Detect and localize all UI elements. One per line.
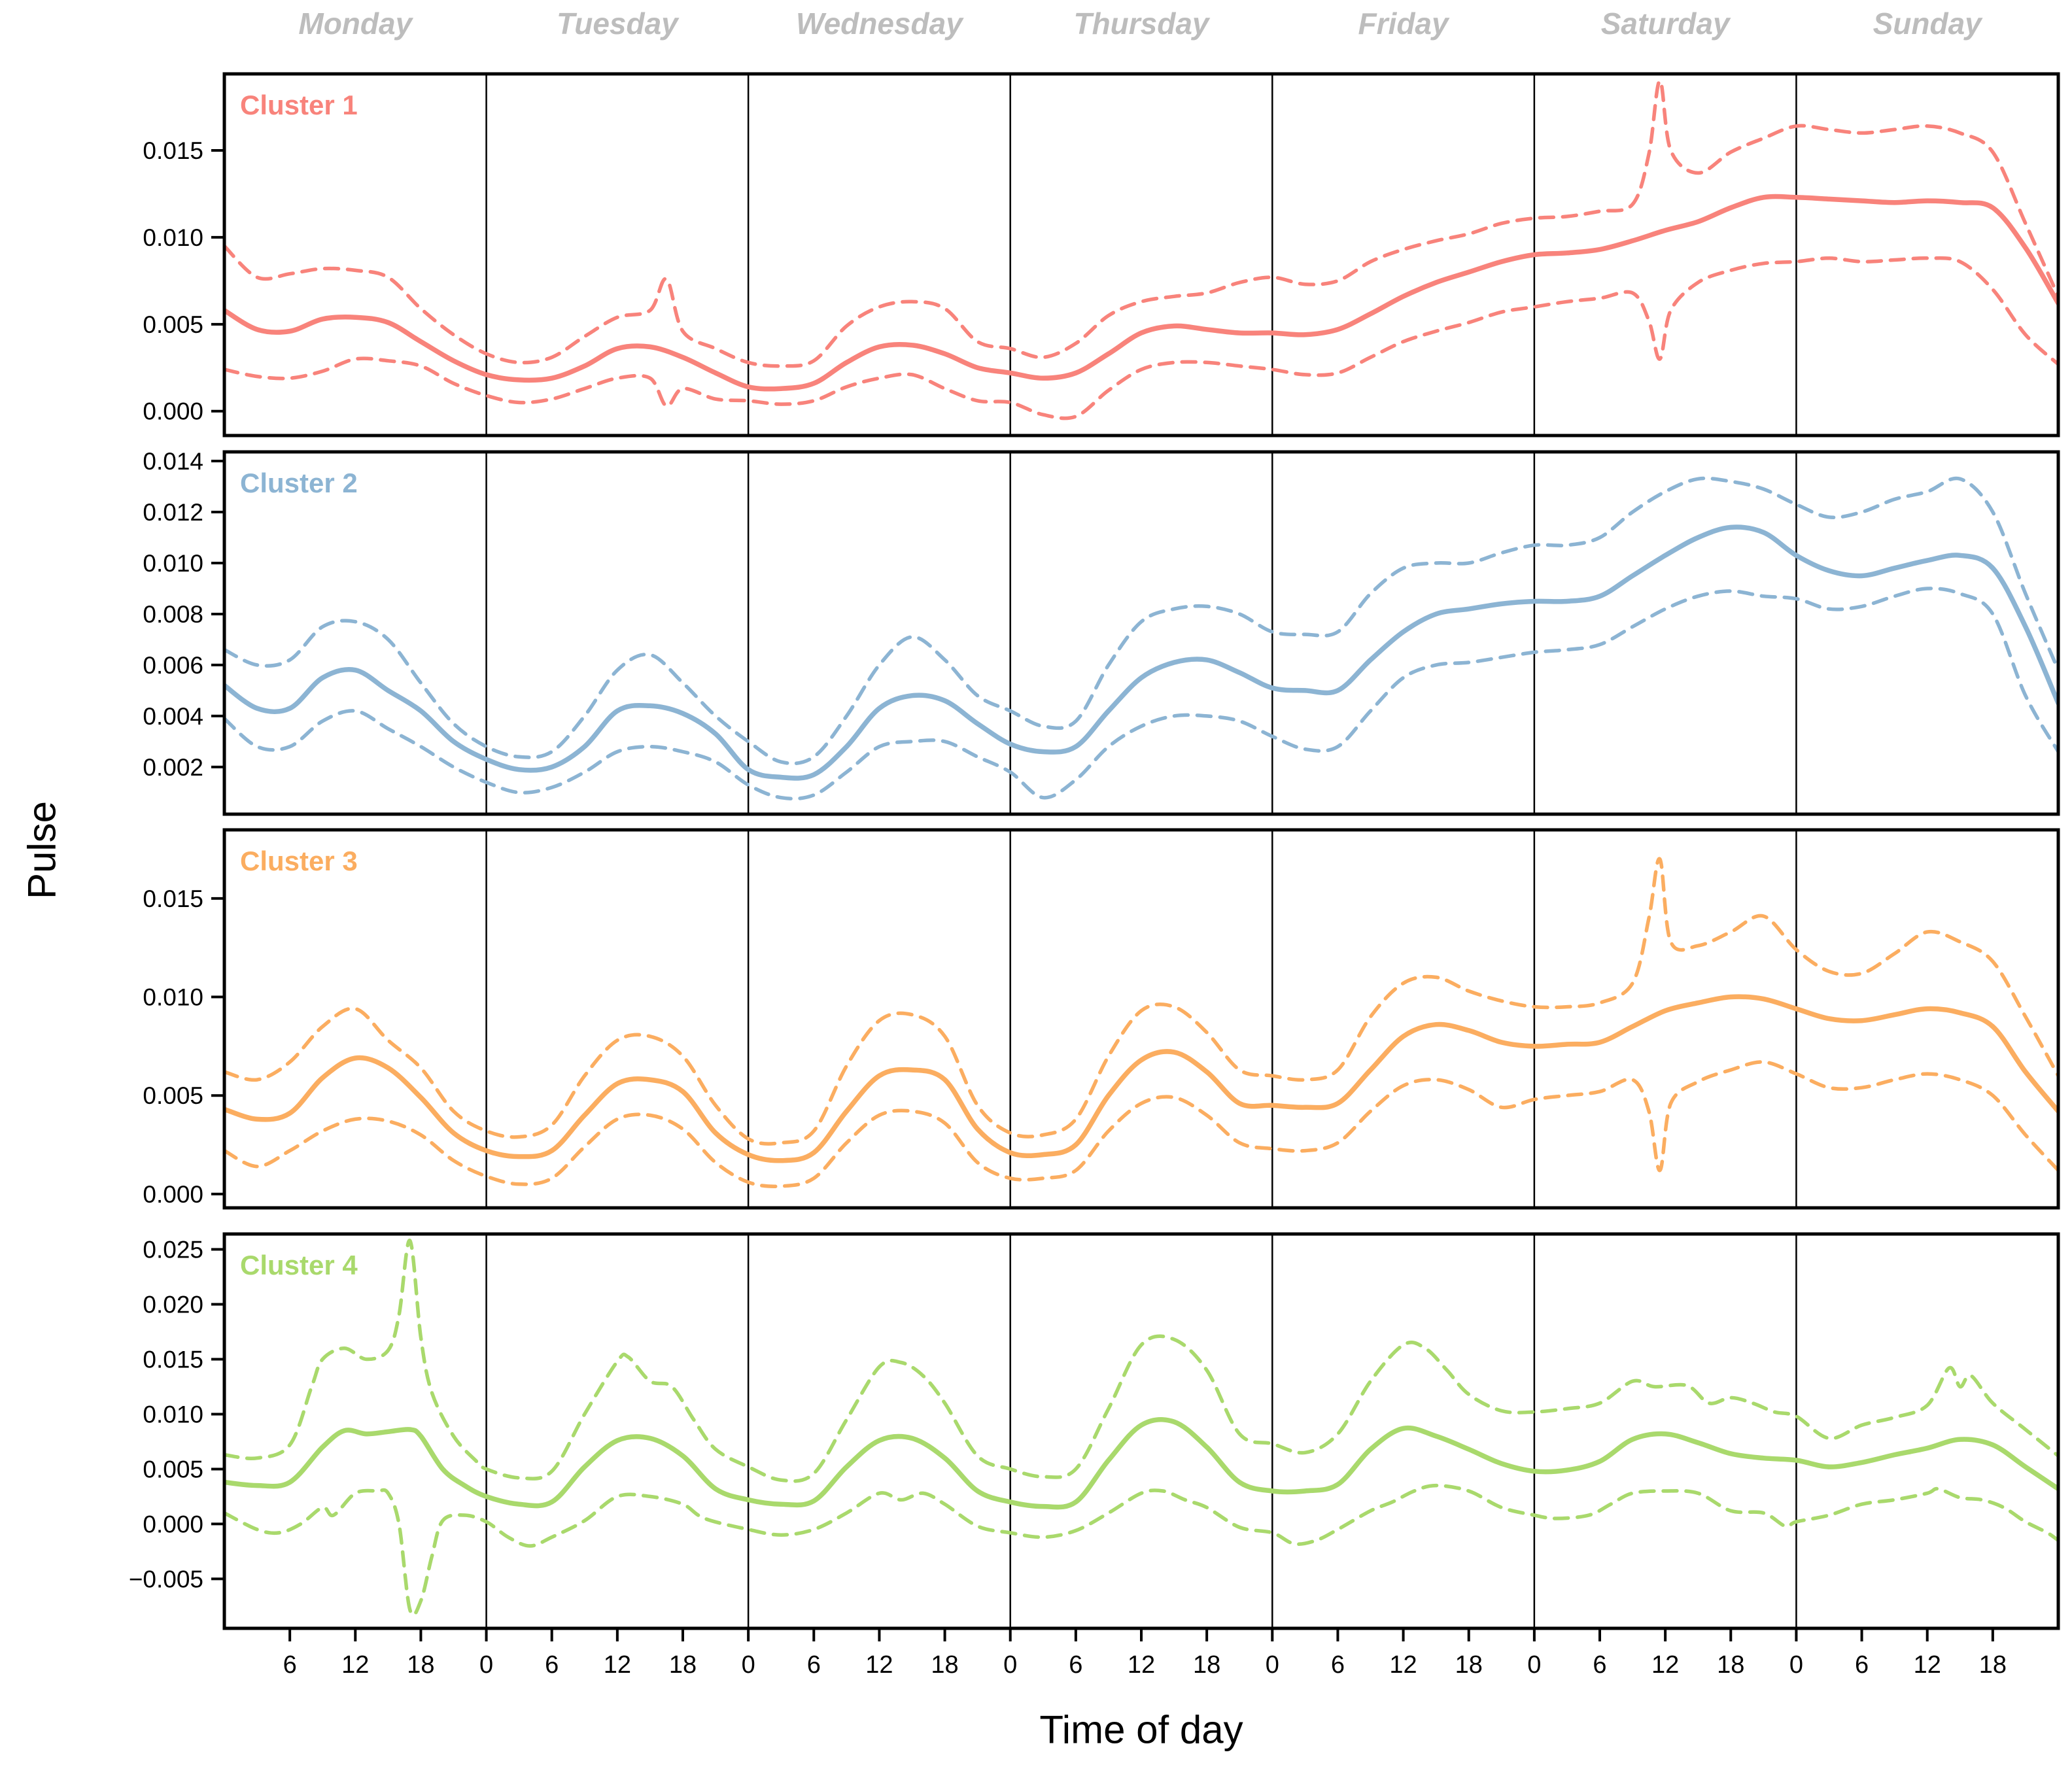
y-tick-label: 0.006 <box>143 652 203 679</box>
x-tick-label: 6 <box>807 1651 821 1679</box>
y-tick-label: 0.000 <box>143 1511 203 1537</box>
y-axis-title: Pulse <box>20 800 64 900</box>
x-tick-label: 6 <box>1593 1651 1606 1679</box>
panel-border <box>222 828 2060 1210</box>
y-tick-label: 0.015 <box>143 885 203 912</box>
x-tick-label: 12 <box>865 1651 893 1679</box>
x-tick-label: 0 <box>1266 1651 1279 1679</box>
cluster-1-band-line <box>224 78 2058 368</box>
cluster-4-band-line <box>224 1239 2058 1483</box>
panel-border <box>222 1232 2060 1630</box>
cluster-2-band-line <box>224 587 2058 801</box>
x-tick-label: 18 <box>1717 1651 1744 1679</box>
x-tick-label: 6 <box>545 1651 559 1679</box>
cluster-3-band-line <box>224 1060 2058 1188</box>
x-tick-label: 0 <box>479 1651 493 1679</box>
cluster-1-band-line <box>224 256 2058 420</box>
y-tick-label: 0.004 <box>143 703 203 730</box>
x-tick-label: 18 <box>407 1651 434 1679</box>
cluster-3-label: Cluster 3 <box>240 846 358 876</box>
y-tick-label: 0.010 <box>143 550 203 577</box>
x-tick-label: 0 <box>742 1651 755 1679</box>
facet-header-tuesday: Tuesday <box>557 7 680 41</box>
x-tick-label: 6 <box>283 1651 297 1679</box>
panel-border <box>222 72 2060 437</box>
cluster-3-band-line <box>224 857 2058 1146</box>
x-tick-label: 18 <box>669 1651 697 1679</box>
x-tick-label: 6 <box>1855 1651 1869 1679</box>
y-tick-label: 0.012 <box>143 499 203 526</box>
y-tick-label: 0.014 <box>143 448 203 475</box>
x-tick-label: 18 <box>1193 1651 1220 1679</box>
y-tick-label: 0.010 <box>143 984 203 1010</box>
y-tick-label: 0.010 <box>143 1401 203 1428</box>
y-tick-label: 0.000 <box>143 1181 203 1208</box>
y-tick-label: 0.010 <box>143 224 203 251</box>
cluster-4-mean-line <box>224 1417 2058 1510</box>
y-tick-label: 0.015 <box>143 1346 203 1373</box>
facet-header-monday: Monday <box>298 7 413 41</box>
facet-header-thursday: Thursday <box>1073 7 1210 41</box>
y-tick-label: −0.005 <box>129 1566 203 1592</box>
cluster-4-band-line <box>224 1483 2058 1617</box>
x-tick-label: 0 <box>1527 1651 1541 1679</box>
cluster-2-band-line <box>224 476 2058 766</box>
y-tick-label: 0.005 <box>143 311 203 338</box>
facet-header-sunday: Sunday <box>1873 7 1984 41</box>
cluster-1-mean-line <box>224 194 2058 392</box>
x-tick-label: 12 <box>1389 1651 1417 1679</box>
x-tick-label: 6 <box>1069 1651 1082 1679</box>
y-tick-label: 0.002 <box>143 754 203 781</box>
y-tick-label: 0.020 <box>143 1291 203 1318</box>
y-tick-label: 0.005 <box>143 1082 203 1109</box>
y-tick-label: 0.000 <box>143 398 203 425</box>
x-tick-label: 0 <box>1789 1651 1803 1679</box>
x-tick-label: 12 <box>1914 1651 1941 1679</box>
x-tick-label: 18 <box>931 1651 958 1679</box>
x-tick-label: 18 <box>1455 1651 1483 1679</box>
cluster-1-label: Cluster 1 <box>240 90 358 120</box>
x-tick-label: 12 <box>604 1651 631 1679</box>
y-tick-label: 0.008 <box>143 601 203 628</box>
y-tick-label: 0.015 <box>143 137 203 164</box>
x-tick-label: 12 <box>341 1651 369 1679</box>
facet-header-wednesday: Wednesday <box>796 7 964 41</box>
y-tick-label: 0.005 <box>143 1456 203 1482</box>
x-axis-title: Time of day <box>1039 1707 1243 1752</box>
x-tick-label: 6 <box>1331 1651 1345 1679</box>
panel-border <box>222 450 2060 816</box>
y-tick-label: 0.025 <box>143 1236 203 1263</box>
x-tick-label: 0 <box>1003 1651 1017 1679</box>
facet-header-saturday: Saturday <box>1601 7 1731 41</box>
facet-header-friday: Friday <box>1358 7 1450 41</box>
cluster-4-label: Cluster 4 <box>240 1250 358 1280</box>
x-tick-label: 12 <box>1128 1651 1155 1679</box>
cluster-2-mean-line <box>224 524 2058 781</box>
x-tick-label: 18 <box>1979 1651 2007 1679</box>
cluster-2-label: Cluster 2 <box>240 468 358 498</box>
cluster-3-mean-line <box>224 994 2058 1163</box>
x-tick-label: 12 <box>1651 1651 1679 1679</box>
